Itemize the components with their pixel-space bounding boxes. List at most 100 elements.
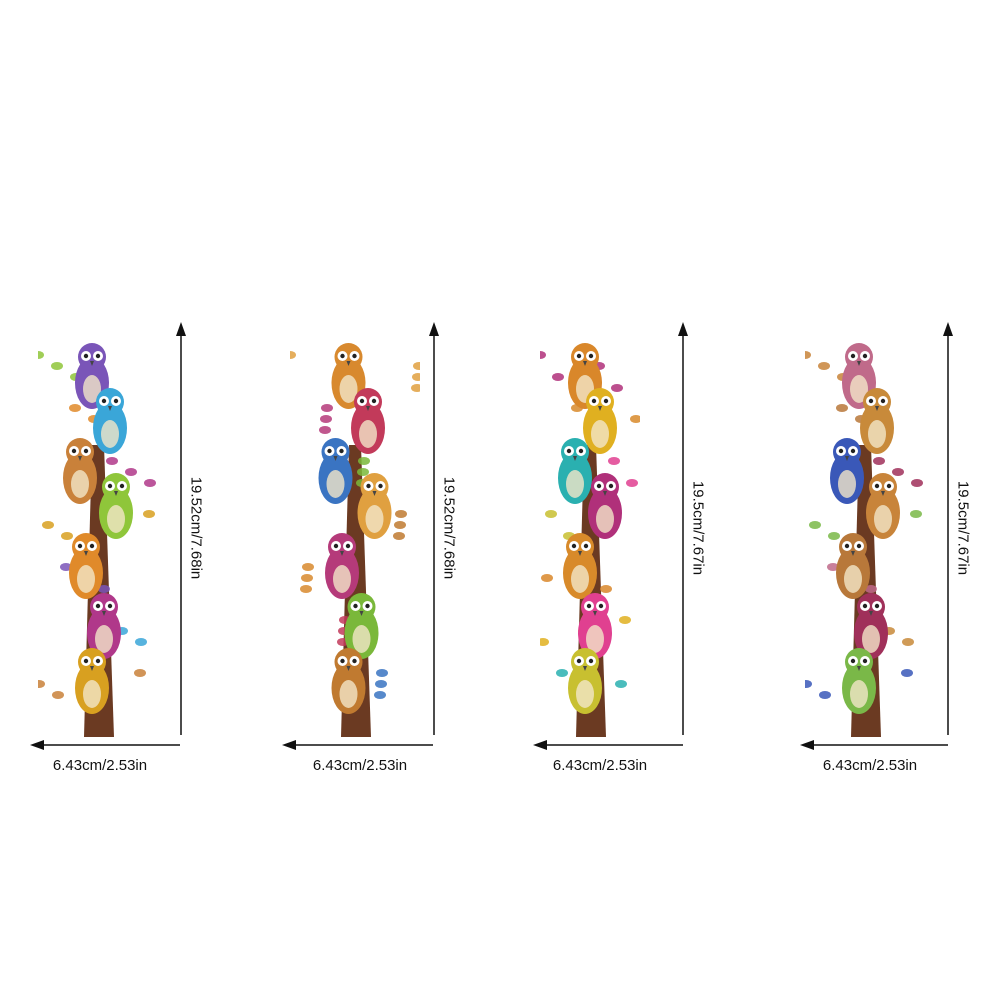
leaf [412, 373, 420, 381]
leaf [805, 680, 812, 688]
leaf [819, 691, 831, 699]
arrow-head-up [429, 322, 439, 336]
owl-tree-design-1 [38, 343, 156, 737]
leaf [540, 638, 549, 646]
leaf [805, 351, 811, 359]
owl [860, 388, 894, 454]
arrow-head-left [533, 740, 547, 750]
leaf [626, 479, 638, 487]
owl-tree-design-3 [540, 343, 640, 737]
owl [583, 388, 617, 454]
owl [344, 593, 379, 659]
leaf [911, 479, 923, 487]
leaf [902, 638, 914, 646]
leaf [608, 457, 620, 465]
leaf [540, 351, 546, 359]
leaf [545, 510, 557, 518]
owl-tree-design-4 [805, 343, 923, 737]
owl-tree-design-2 [290, 343, 420, 737]
leaf [98, 585, 110, 593]
leaf [394, 521, 406, 529]
arrow-head-left [800, 740, 814, 750]
leaf [320, 415, 332, 423]
width-label: 6.43cm/2.53in [822, 757, 918, 774]
leaf [615, 680, 627, 688]
leaf [600, 585, 612, 593]
leaf [61, 532, 73, 540]
leaf [51, 362, 63, 370]
owl [69, 533, 103, 599]
leaf [52, 691, 64, 699]
leaf [125, 468, 137, 476]
owl [351, 388, 385, 454]
height-label: 19.5cm/7.67in [689, 480, 707, 576]
leaf [38, 680, 45, 688]
height-label: 19.5cm/7.67in [954, 480, 972, 576]
leaf [42, 521, 54, 529]
leaf [375, 680, 387, 688]
owl [854, 593, 888, 659]
owl [318, 438, 353, 504]
leaf [901, 669, 913, 677]
leaf [290, 351, 296, 359]
height-label: 19.52cm/7.68in [187, 476, 205, 580]
leaf [556, 669, 568, 677]
leaf [892, 468, 904, 476]
leaf [413, 362, 420, 370]
owl [75, 648, 109, 714]
leaf [321, 404, 333, 412]
leaf [144, 479, 156, 487]
height-label: 19.52cm/7.68in [440, 476, 458, 580]
leaf [395, 510, 407, 518]
owl [93, 388, 127, 454]
leaf [374, 691, 386, 699]
leaf [376, 669, 388, 677]
leaf [301, 574, 313, 582]
owl [99, 473, 133, 539]
arrow-head-up [943, 322, 953, 336]
arrow-head-up [678, 322, 688, 336]
leaf [300, 585, 312, 593]
leaf [393, 532, 405, 540]
owl [87, 593, 121, 659]
leaf [827, 563, 839, 571]
owl [568, 648, 602, 714]
arrow-head-up [176, 322, 186, 336]
leaf [69, 404, 81, 412]
leaf [106, 457, 118, 465]
owl [63, 438, 97, 504]
width-label: 6.43cm/2.53in [52, 757, 148, 774]
owl [331, 648, 366, 714]
leaf [836, 404, 848, 412]
width-label: 6.43cm/2.53in [552, 757, 648, 774]
owl [75, 343, 109, 409]
leaf [411, 384, 420, 392]
leaf [357, 468, 369, 476]
owl [578, 593, 612, 659]
owl [357, 473, 392, 539]
owl [830, 438, 864, 504]
leaf [910, 510, 922, 518]
leaf [135, 638, 147, 646]
owl [325, 533, 359, 599]
leaf [143, 510, 155, 518]
leaf [38, 351, 44, 359]
leaf [358, 457, 370, 465]
leaf [828, 532, 840, 540]
width-label: 6.43cm/2.53in [312, 757, 408, 774]
leaf [60, 563, 72, 571]
leaf [818, 362, 830, 370]
owl [842, 343, 876, 409]
leaf [630, 415, 640, 423]
owl [836, 533, 870, 599]
owl [842, 648, 876, 714]
leaf [541, 574, 553, 582]
leaf [873, 457, 885, 465]
leaf [552, 373, 564, 381]
owl [588, 473, 622, 539]
owl [563, 533, 597, 599]
leaf [865, 585, 877, 593]
leaf [134, 669, 146, 677]
arrow-head-left [282, 740, 296, 750]
